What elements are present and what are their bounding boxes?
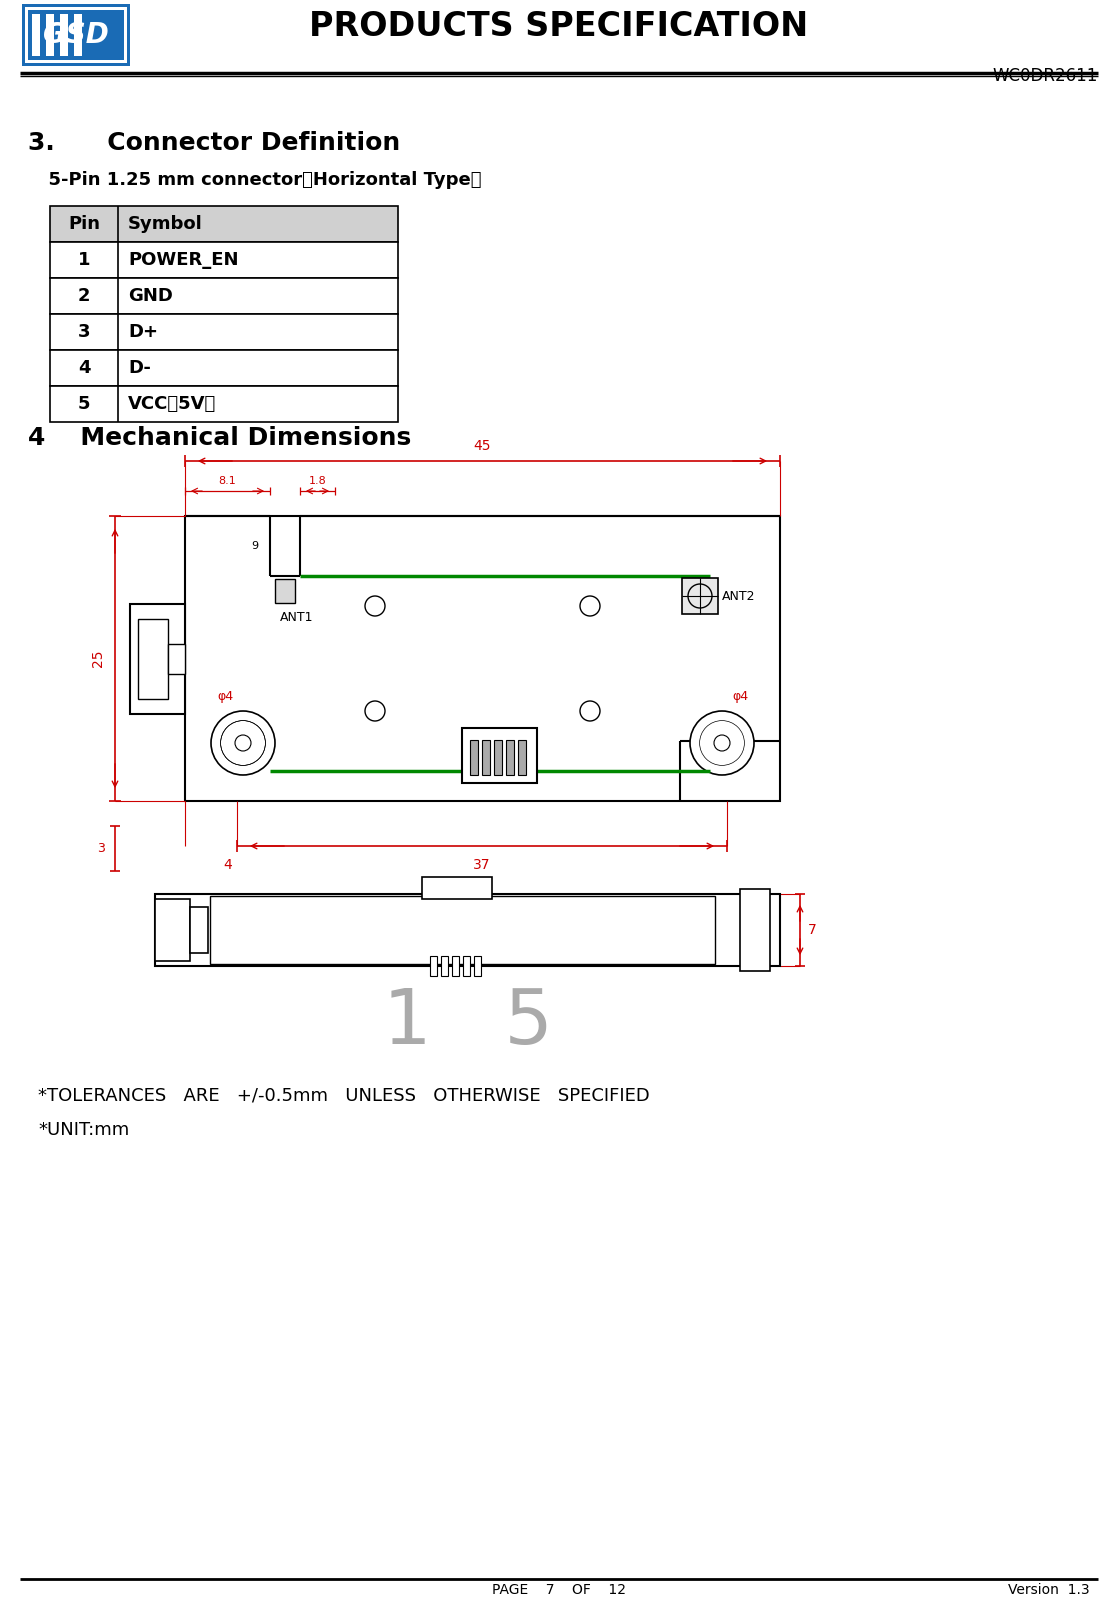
Bar	[74, 15, 82, 57]
Text: 45: 45	[474, 439, 491, 452]
Text: 5: 5	[78, 396, 91, 413]
Text: 3.      Connector Definition: 3. Connector Definition	[28, 131, 400, 156]
Bar	[28, 10, 124, 60]
Bar	[46, 15, 54, 57]
Text: *TOLERANCES   ARE   +/-0.5mm   UNLESS   OTHERWISE   SPECIFIED: *TOLERANCES ARE +/-0.5mm UNLESS OTHERWIS…	[38, 1086, 650, 1104]
Text: 4    Mechanical Dimensions: 4 Mechanical Dimensions	[28, 426, 411, 451]
Bar	[50, 206, 398, 242]
Bar	[50, 314, 398, 350]
Bar	[463, 956, 470, 976]
Text: 25: 25	[91, 650, 105, 668]
Bar	[60, 15, 68, 57]
Bar	[138, 619, 168, 699]
Text: Symbol: Symbol	[127, 216, 202, 233]
Text: 5-Pin 1.25 mm connector（Horizontal Type）: 5-Pin 1.25 mm connector（Horizontal Type）	[36, 170, 482, 190]
Text: POWER_EN: POWER_EN	[127, 251, 238, 269]
Bar	[470, 741, 479, 775]
Bar	[275, 579, 295, 603]
Circle shape	[211, 712, 275, 775]
Text: 3: 3	[97, 841, 105, 854]
Circle shape	[690, 712, 754, 775]
Text: 1   5: 1 5	[382, 986, 552, 1060]
Text: D+: D+	[127, 323, 158, 340]
Bar	[50, 386, 398, 421]
Bar	[462, 728, 537, 783]
Bar	[494, 741, 502, 775]
Text: 9: 9	[250, 541, 258, 551]
Text: VCC（5V）: VCC（5V）	[127, 396, 216, 413]
Bar	[25, 6, 127, 63]
Bar	[518, 741, 525, 775]
Bar	[190, 908, 208, 953]
Bar	[474, 956, 481, 976]
Bar	[130, 605, 184, 713]
Text: 3: 3	[78, 323, 91, 340]
Text: ANT2: ANT2	[722, 590, 756, 603]
Text: 4: 4	[224, 858, 233, 872]
Text: φ4: φ4	[217, 691, 233, 704]
Bar	[32, 15, 40, 57]
Bar	[482, 741, 490, 775]
Text: 1.8: 1.8	[309, 477, 326, 486]
Bar	[430, 956, 437, 976]
Text: Pin: Pin	[68, 216, 100, 233]
Bar	[50, 350, 398, 386]
Text: 7: 7	[808, 922, 817, 937]
Bar	[682, 579, 718, 614]
Bar	[440, 956, 448, 976]
Text: *UNIT:mm: *UNIT:mm	[38, 1122, 130, 1140]
Bar	[210, 896, 716, 964]
Text: ANT1: ANT1	[280, 611, 313, 624]
Text: 8.1: 8.1	[219, 477, 236, 486]
Text: GND: GND	[127, 287, 173, 305]
Bar	[50, 277, 398, 314]
Bar	[50, 242, 398, 277]
Text: WC0DR2611: WC0DR2611	[993, 66, 1098, 84]
Bar	[452, 956, 459, 976]
Bar	[22, 3, 130, 66]
Bar	[184, 515, 780, 801]
Text: PAGE    7    OF    12: PAGE 7 OF 12	[492, 1584, 626, 1597]
Text: φ4: φ4	[732, 691, 748, 704]
Bar	[506, 741, 514, 775]
Text: 1: 1	[78, 251, 91, 269]
Text: PRODUCTS SPECIFICATION: PRODUCTS SPECIFICATION	[310, 10, 808, 44]
Text: GSD: GSD	[44, 21, 108, 49]
Bar	[421, 877, 492, 900]
Text: 4: 4	[78, 358, 91, 378]
Text: Version  1.3: Version 1.3	[1008, 1584, 1090, 1597]
Bar	[740, 888, 770, 971]
Text: 2: 2	[78, 287, 91, 305]
Bar	[168, 644, 184, 674]
Bar	[155, 895, 780, 966]
Text: 37: 37	[473, 858, 491, 872]
Bar	[155, 900, 190, 961]
Text: D-: D-	[127, 358, 151, 378]
